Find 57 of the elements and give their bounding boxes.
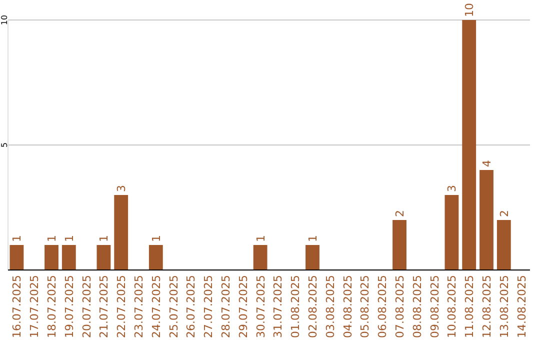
data-label: 2 xyxy=(394,210,406,217)
x-tick-label: 29.07.2025 xyxy=(236,275,250,338)
x-tick-label: 06.08.2025 xyxy=(376,275,390,338)
x-tick-label: 19.07.2025 xyxy=(62,275,76,338)
x-tick-label: 04.08.2025 xyxy=(341,275,354,338)
x-tick-label: 21.07.2025 xyxy=(98,275,111,338)
bar xyxy=(148,245,163,270)
bar xyxy=(114,195,128,270)
data-label: 1 xyxy=(10,235,24,242)
data-label: 3 xyxy=(446,185,459,192)
bar xyxy=(496,220,511,270)
data-label: 1 xyxy=(306,235,320,242)
data-label: 1 xyxy=(98,235,111,242)
data-label: 10 xyxy=(463,3,476,17)
bar xyxy=(480,170,494,270)
x-tick-label: 05.08.2025 xyxy=(358,275,372,338)
bar xyxy=(444,195,459,270)
x-tick-label: 13.08.2025 xyxy=(498,275,511,338)
data-label: 1 xyxy=(62,235,76,242)
x-tick-label: 08.08.2025 xyxy=(410,275,424,338)
x-tick-label: 24.07.2025 xyxy=(150,275,163,338)
x-tick-label: 22.07.2025 xyxy=(115,275,128,338)
x-tick-label: 02.08.2025 xyxy=(306,275,320,338)
data-label: 1 xyxy=(150,235,163,242)
bar xyxy=(392,220,406,270)
x-tick-label: 16.07.2025 xyxy=(10,275,24,338)
x-tick-label: 01.08.2025 xyxy=(289,275,302,338)
bar xyxy=(44,245,58,270)
x-tick-label: 30.07.2025 xyxy=(254,275,268,338)
x-tick-label: 31.07.2025 xyxy=(272,275,285,338)
x-tick-label: 12.08.2025 xyxy=(480,275,494,338)
bar xyxy=(62,245,76,270)
x-tick-label: 11.08.2025 xyxy=(463,275,476,338)
data-label: 2 xyxy=(498,210,511,217)
x-tick-label: 07.08.2025 xyxy=(394,275,406,338)
y-tick-label: 5 xyxy=(0,142,9,148)
x-tick-label: 20.07.2025 xyxy=(80,275,94,338)
x-tick-label: 09.08.2025 xyxy=(428,275,442,338)
x-tick-label: 14.08.2025 xyxy=(515,275,528,338)
x-tick-label: 25.07.2025 xyxy=(167,275,180,338)
bar xyxy=(10,245,24,270)
x-tick-label: 03.08.2025 xyxy=(324,275,337,338)
x-tick-label: 18.07.2025 xyxy=(46,275,58,338)
x-tick-label: 10.08.2025 xyxy=(446,275,459,338)
bar xyxy=(462,20,476,270)
bar xyxy=(306,245,320,270)
data-label: 1 xyxy=(46,235,58,242)
x-tick-label: 27.07.2025 xyxy=(202,275,216,338)
x-tick-label: 28.07.2025 xyxy=(220,275,232,338)
data-label: 3 xyxy=(115,185,128,192)
data-label: 1 xyxy=(254,235,268,242)
data-label: 4 xyxy=(480,160,494,167)
bar xyxy=(253,245,268,270)
bar xyxy=(96,245,111,270)
x-tick-label: 23.07.2025 xyxy=(132,275,146,338)
x-tick-label: 26.07.2025 xyxy=(184,275,198,338)
x-tick-label: 17.07.2025 xyxy=(28,275,42,338)
